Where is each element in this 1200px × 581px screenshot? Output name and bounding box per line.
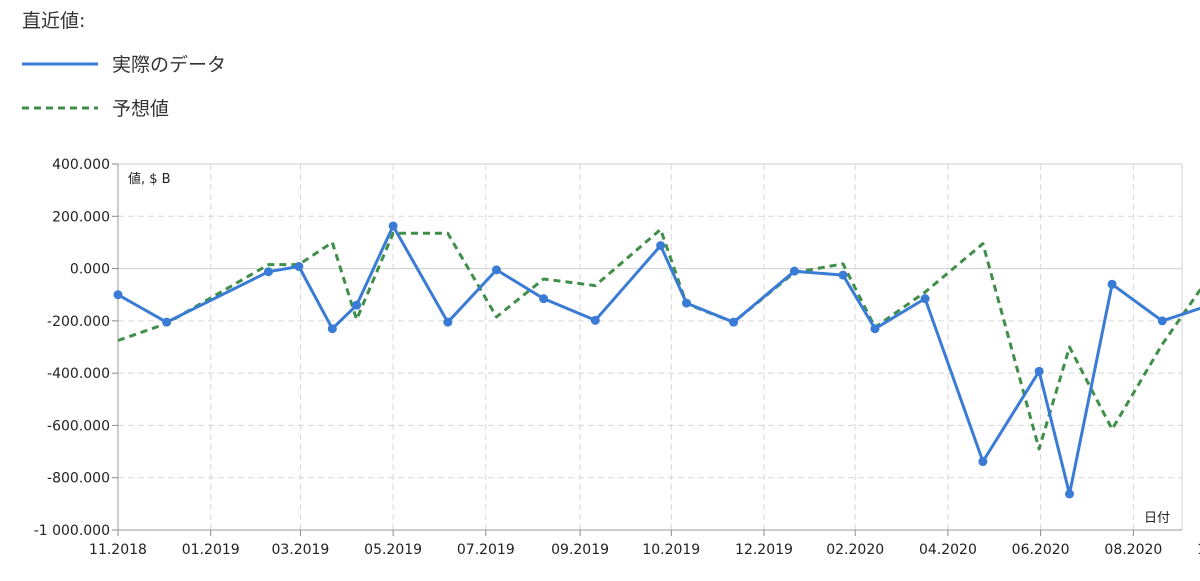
data-point-actual: [352, 300, 362, 310]
data-point-actual: [1034, 366, 1044, 376]
y-tick-label: -600.000: [47, 418, 110, 434]
y-axis: 400.000 200.000 0.000 -200.000 -400.000 -600.…: [34, 157, 119, 539]
data-point-actual: [1065, 489, 1075, 499]
x-tick-label: 04.2020: [919, 542, 977, 558]
data-point-actual: [920, 294, 930, 304]
data-point-actual: [789, 266, 799, 276]
x-tick-label: 01.2019: [182, 542, 240, 558]
data-point-actual: [1107, 279, 1117, 289]
data-point-actual: [539, 294, 549, 304]
legend-label-actual: 実際のデータ: [112, 54, 227, 76]
data-point-actual: [491, 265, 501, 275]
x-tick-label: 05.2019: [364, 542, 422, 558]
legend-item-actual[interactable]: 実際のデータ: [22, 50, 226, 77]
data-point-actual: [327, 324, 337, 334]
y-tick-label: 0.000: [70, 262, 110, 278]
x-tick-label: 03.2019: [271, 542, 329, 558]
data-point-actual: [729, 317, 739, 327]
data-point-actual: [294, 261, 304, 271]
legend-label-forecast: 予想値: [112, 98, 170, 120]
x-tick-label: 07.2019: [457, 542, 515, 558]
x-axis: 11.2018 01.2019 03.2019 05.2019 07.2019 09.20…: [89, 529, 1200, 558]
series-group: [113, 221, 1200, 499]
x-tick-label: 10.2019: [642, 542, 700, 558]
legend-swatch-actual: [22, 62, 98, 65]
y-tick-label: -400.000: [47, 366, 110, 382]
y-tick-label: -800.000: [47, 471, 110, 487]
series-line-forecast: [117, 227, 1200, 451]
y-tick-label: -200.000: [47, 314, 110, 330]
y-tick-label: -1 000.000: [34, 523, 110, 539]
legend-title: 直近値:: [22, 10, 86, 32]
data-point-actual: [978, 457, 988, 467]
legend-item-forecast[interactable]: 予想値: [22, 94, 169, 121]
y-axis-label: 値, $ B: [128, 171, 171, 187]
data-point-actual: [838, 270, 848, 280]
y-tick-label: 400.000: [52, 157, 110, 173]
data-point-actual: [162, 317, 172, 327]
data-point-actual: [113, 290, 123, 300]
data-point-actual: [590, 315, 600, 325]
data-point-actual: [443, 317, 453, 327]
x-tick-label: 10.2020: [1197, 542, 1200, 558]
data-point-actual: [656, 241, 666, 251]
x-axis-label: 日付: [1144, 511, 1170, 526]
x-tick-label: 02.2020: [826, 542, 884, 558]
x-tick-label: 12.2019: [735, 542, 793, 558]
x-tick-label: 09.2019: [551, 542, 609, 558]
data-point-actual: [870, 324, 880, 334]
y-tick-label: 200.000: [52, 209, 110, 225]
x-tick-label: 11.2018: [89, 542, 147, 558]
x-tick-label: 06.2020: [1012, 542, 1070, 558]
grid: [118, 163, 1183, 531]
data-point-actual: [263, 267, 273, 277]
legend-swatch-forecast: [22, 106, 98, 109]
data-point-actual: [388, 221, 398, 231]
data-point-actual: [681, 298, 691, 308]
data-point-actual: [1157, 316, 1167, 326]
series-line-actual: [117, 224, 1200, 496]
x-tick-label: 08.2020: [1104, 542, 1162, 558]
